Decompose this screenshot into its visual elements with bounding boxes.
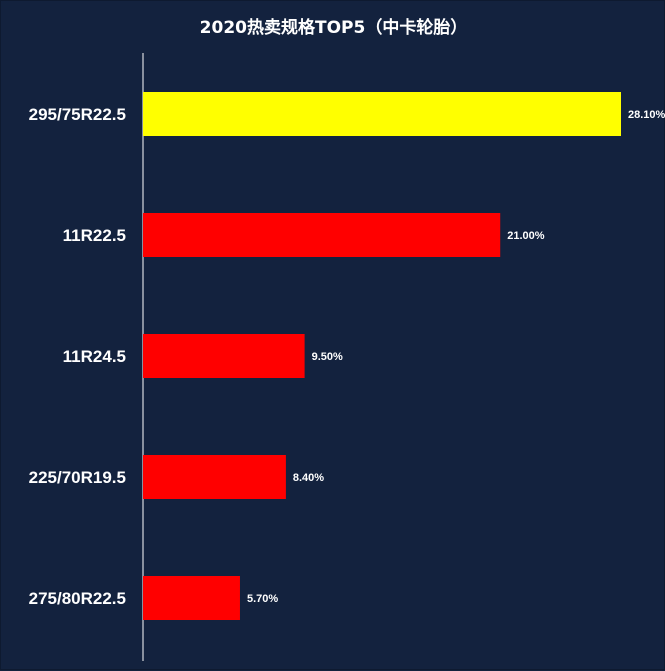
bars-group: 295/75R22.5 28.10% 11R22.5 21.00% 11R24.5 9.5… <box>29 92 665 620</box>
bar-1 <box>143 213 501 257</box>
value-label-4: 5.70% <box>247 593 278 605</box>
bar-0 <box>143 92 621 136</box>
chart-title: 2020热卖规格TOP5（中卡轮胎） <box>199 18 468 38</box>
value-label-3: 8.40% <box>293 472 324 484</box>
value-label-1: 21.00% <box>507 230 545 242</box>
category-label-3: 225/70R19.5 <box>29 468 126 487</box>
category-label-2: 11R24.5 <box>63 347 126 366</box>
bar-4 <box>143 576 240 620</box>
category-label-1: 11R22.5 <box>63 226 126 245</box>
bar-3 <box>143 455 286 499</box>
category-label-4: 275/80R22.5 <box>29 589 126 608</box>
value-label-2: 9.50% <box>312 351 343 363</box>
value-label-0: 28.10% <box>628 109 665 121</box>
bar-2 <box>143 334 305 378</box>
category-label-0: 295/75R22.5 <box>29 105 126 124</box>
